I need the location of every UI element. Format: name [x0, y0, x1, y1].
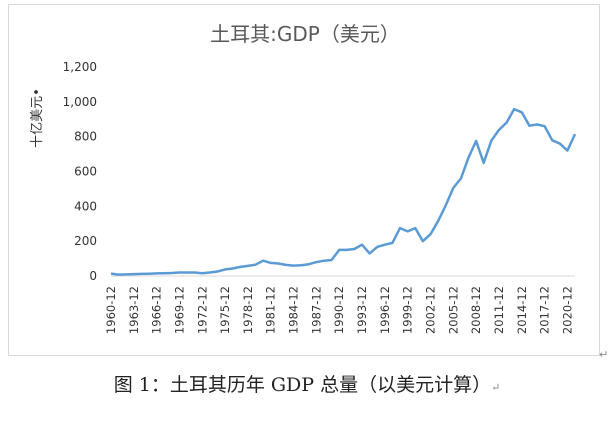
y-tick-label: 1,000: [63, 95, 97, 109]
x-tick-label: 1975-12: [218, 286, 232, 334]
x-tick-label: 1999-12: [401, 286, 415, 334]
x-tick-label: 1966-12: [150, 286, 164, 334]
y-tick-labels: 0 200 400 600 800 1,000 1,200: [63, 60, 97, 283]
x-tick-label: 2005-12: [446, 286, 460, 334]
x-tick-label: 1990-12: [332, 286, 346, 334]
x-tick-label: 1996-12: [378, 286, 392, 334]
x-tick-label: 1963-12: [127, 286, 141, 334]
y-tick-label: 800: [74, 130, 97, 144]
x-tick-label: 2014-12: [515, 286, 529, 334]
chart-frame: 土耳其:GDP（美元） 十亿美元• 0 200 400 600 800 1,000 1,20…: [8, 4, 608, 361]
x-tick-label: 2008-12: [469, 286, 483, 334]
y-tick-label: 400: [74, 199, 97, 213]
line-chart: 土耳其:GDP（美元） 十亿美元• 0 200 400 600 800 1,000 1,20…: [30, 22, 577, 334]
caption-text: 图 1：土耳其历年 GDP 总量（以美元计算）: [113, 374, 492, 396]
x-tick-labels: 1960-12 1963-12 1966-12 1969-12 1972-12 1975-…: [104, 286, 574, 334]
y-tick-label: 0: [89, 269, 97, 283]
chart-title: 土耳其:GDP（美元）: [210, 22, 400, 46]
x-tick-label: 1969-12: [172, 286, 186, 334]
x-tick-label: 2017-12: [538, 286, 552, 334]
x-tick-label: 1981-12: [264, 286, 278, 334]
y-tick-label: 600: [74, 165, 97, 179]
x-tick-label: 2020-12: [560, 286, 574, 334]
x-tick-label: 1987-12: [309, 286, 323, 334]
x-tick-label: 2011-12: [492, 286, 506, 334]
series-line: [110, 107, 577, 276]
x-tick-label: 1993-12: [355, 286, 369, 334]
y-axis-label: 十亿美元•: [30, 88, 45, 148]
caption-paragraph-mark: ↵: [491, 381, 501, 394]
x-tick-label: 1978-12: [241, 286, 255, 334]
x-tick-label: 1984-12: [287, 286, 301, 334]
plot-area: [110, 107, 577, 276]
figure-caption: 图 1：土耳其历年 GDP 总量（以美元计算）↵: [0, 370, 614, 397]
x-tick-label: 1972-12: [195, 286, 209, 334]
paragraph-mark: ↵: [599, 348, 609, 361]
x-tick-label: 2002-12: [423, 286, 437, 334]
y-tick-label: 200: [74, 234, 97, 248]
x-tick-label: 1960-12: [104, 286, 118, 334]
y-tick-label: 1,200: [63, 60, 97, 74]
